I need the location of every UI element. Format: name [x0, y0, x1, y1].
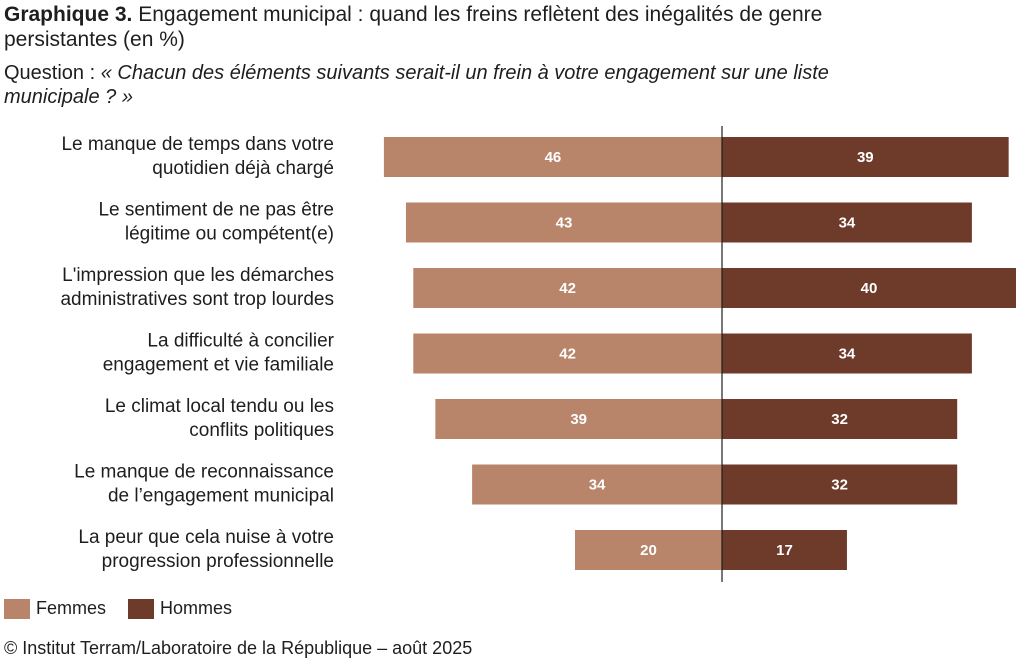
category-label: La difficulté à concilier: [147, 331, 334, 352]
value-label-femmes: 42: [559, 346, 576, 363]
legend-item-femmes: Femmes: [4, 598, 106, 619]
chart-title: Graphique 3. Engagement municipal : quan…: [4, 2, 904, 52]
bar-hommes: [722, 464, 958, 505]
source-credit: © Institut Terram/Laboratoire de la Répu…: [4, 638, 473, 658]
value-label-hommes: 40: [861, 280, 878, 297]
value-label-hommes: 34: [839, 346, 856, 363]
bar-femmes: [413, 333, 722, 374]
bar-hommes: [722, 202, 972, 243]
legend-label-femmes: Femmes: [36, 598, 107, 618]
category-label: de l’engagement municipal: [108, 486, 334, 507]
bar-femmes: [435, 399, 722, 439]
bar-femmes: [405, 202, 722, 243]
value-label-femmes: 42: [559, 280, 576, 297]
category-label: légitime ou compétent(e): [125, 224, 334, 245]
category-label: Le manque de reconnaissance: [74, 462, 334, 483]
bar-hommes: [722, 268, 1016, 308]
category-labels-group: Le manque de temps dans votre quotidien d…: [60, 134, 334, 572]
legend-label-hommes: Hommes: [160, 598, 233, 618]
question-label: Question :: [4, 62, 96, 84]
bar-femmes: [413, 268, 722, 308]
legend-swatch-hommes: [128, 598, 155, 619]
value-label-hommes: 32: [831, 411, 848, 428]
value-label-femmes: 20: [640, 542, 657, 559]
value-label-hommes: 34: [839, 215, 856, 232]
bar-femmes: [472, 464, 722, 505]
question-body: « Chacun des éléments suivants serait-il…: [4, 62, 829, 108]
chart-title-text: Engagement municipal : quand les freins …: [4, 3, 823, 51]
category-label: engagement et vie familiale: [103, 355, 334, 376]
bar-hommes: [722, 530, 847, 570]
legend-item-hommes: Hommes: [128, 598, 232, 619]
bar-femmes: [575, 530, 722, 570]
category-label: Le climat local tendu ou les: [105, 396, 334, 417]
bars-group: 46 39 43 34 42 40 42 34 39 32 34 32 20 17: [383, 137, 1016, 570]
value-label-hommes: 17: [776, 542, 793, 559]
category-label: progression professionnelle: [102, 551, 334, 572]
bar-femmes: [383, 137, 722, 177]
bar-hommes: [722, 399, 958, 439]
category-label: Le sentiment de ne pas être: [98, 200, 334, 221]
value-label-femmes: 46: [545, 149, 562, 166]
chart-title-prefix: Graphique 3.: [4, 3, 133, 26]
category-label: L'impression que les démarches: [62, 265, 334, 286]
bar-hommes: [722, 333, 972, 374]
category-label: administratives sont trop lourdes: [60, 289, 334, 310]
value-label-femmes: 43: [556, 215, 573, 232]
diverging-bar-chart: 46 39 43 34 42 40 42 34 39 32 34 32 20 17 Le manque d…: [60, 126, 1016, 582]
question-text: Question : « Chacun des éléments suivant…: [4, 61, 904, 109]
category-label: Le manque de temps dans votre: [61, 134, 334, 155]
value-label-hommes: 32: [831, 477, 848, 494]
value-label-femmes: 34: [589, 477, 606, 494]
category-label: conflits politiques: [189, 420, 334, 441]
category-label: La peur que cela nuise à votre: [78, 527, 334, 548]
legend: Femmes Hommes: [4, 598, 254, 619]
value-label-hommes: 39: [857, 149, 874, 166]
legend-swatch-femmes: [4, 598, 30, 619]
value-label-femmes: 39: [570, 411, 587, 428]
category-label: quotidien déjà chargé: [152, 158, 334, 179]
bar-hommes: [722, 137, 1009, 177]
